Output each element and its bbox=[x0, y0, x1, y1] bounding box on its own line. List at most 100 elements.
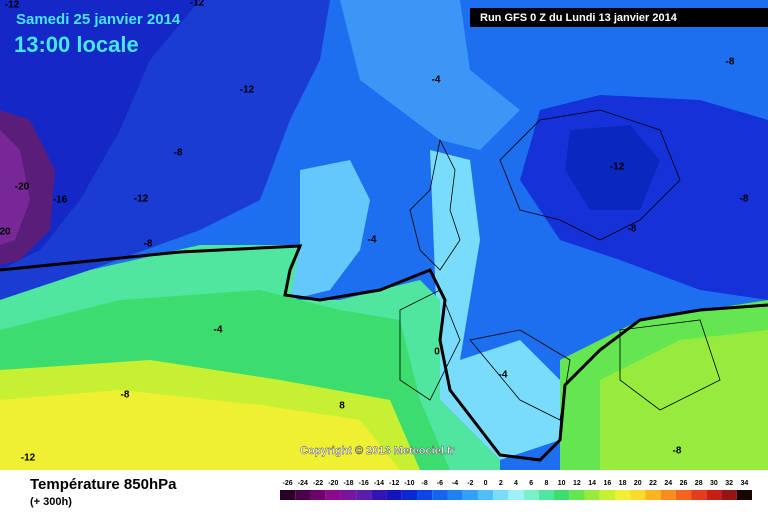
legend-label: -14 bbox=[374, 480, 384, 487]
contour-label: -8 bbox=[144, 239, 153, 250]
legend-swatch bbox=[569, 490, 585, 500]
contour-label: -8 bbox=[673, 446, 682, 457]
legend-swatch bbox=[462, 490, 478, 500]
legend-swatch bbox=[721, 490, 737, 500]
legend-label: -10 bbox=[404, 480, 414, 487]
footer-title: Température 850hPa bbox=[30, 476, 177, 493]
contour-label: -16 bbox=[53, 195, 68, 206]
copyright: Copyright © 2013 Meteociel.fr bbox=[300, 445, 456, 457]
mild-zone bbox=[430, 150, 560, 460]
legend-label: 34 bbox=[740, 480, 748, 487]
legend-swatch bbox=[706, 490, 722, 500]
legend-swatch bbox=[340, 490, 357, 500]
legend-swatch bbox=[645, 490, 661, 500]
hot-zone bbox=[0, 390, 400, 470]
legend-swatch bbox=[447, 490, 463, 500]
legend-label: 24 bbox=[664, 480, 672, 487]
date: Samedi 25 janvier 2014 bbox=[16, 11, 181, 28]
legend-label: 22 bbox=[649, 480, 657, 487]
contour-label: 20 bbox=[0, 227, 11, 238]
legend-swatch bbox=[508, 490, 524, 500]
legend-label: 16 bbox=[603, 480, 611, 487]
legend-swatch bbox=[614, 490, 631, 500]
legend-swatch bbox=[599, 490, 615, 500]
legend-label: 8 bbox=[544, 480, 548, 487]
legend-swatch bbox=[584, 490, 600, 500]
contour-label: -4 bbox=[214, 325, 223, 336]
contour-label: -12 bbox=[610, 162, 625, 173]
legend-label: 26 bbox=[680, 480, 688, 487]
contour-label: -12 bbox=[134, 194, 149, 205]
legend-swatch bbox=[295, 490, 311, 500]
zero-isotherm bbox=[0, 244, 768, 462]
contour-label: 0 bbox=[434, 347, 440, 358]
legend-swatch bbox=[523, 490, 539, 500]
legend-label: 2 bbox=[499, 480, 503, 487]
legend-label: -18 bbox=[343, 480, 353, 487]
contour-label: -12 bbox=[5, 0, 20, 11]
legend-label: -20 bbox=[328, 480, 338, 487]
legend-swatch bbox=[660, 490, 676, 500]
legend-label: 10 bbox=[558, 480, 566, 487]
legend-swatch bbox=[554, 490, 570, 500]
contour-label: -4 bbox=[432, 75, 441, 86]
contour-label: -20 bbox=[15, 182, 30, 193]
legend-swatch bbox=[493, 490, 509, 500]
contour-label: -12 bbox=[21, 453, 36, 464]
contour-label: -8 bbox=[121, 390, 130, 401]
legend-label: -6 bbox=[437, 480, 443, 487]
mild-zone bbox=[340, 0, 520, 150]
legend-label: -8 bbox=[422, 480, 428, 487]
legend-label: -4 bbox=[452, 480, 458, 487]
contour-label: -8 bbox=[740, 194, 749, 205]
legend-swatch bbox=[477, 490, 494, 500]
legend-swatch bbox=[630, 490, 646, 500]
contour-label: -8 bbox=[628, 224, 637, 235]
legend-label: 14 bbox=[588, 480, 596, 487]
legend-label: -12 bbox=[389, 480, 399, 487]
footer-subtitle: (+ 300h) bbox=[30, 496, 72, 508]
legend-label: 18 bbox=[619, 480, 627, 487]
run-box bbox=[470, 8, 768, 27]
legend-swatch bbox=[432, 490, 448, 500]
legend-label: 30 bbox=[710, 480, 718, 487]
very-cold-zone bbox=[0, 130, 30, 245]
legend-swatch bbox=[325, 490, 341, 500]
legend-swatch bbox=[401, 490, 418, 500]
legend-swatch bbox=[538, 490, 555, 500]
contour-label: -8 bbox=[726, 57, 735, 68]
legend-swatch bbox=[280, 490, 296, 500]
legend-swatch bbox=[310, 490, 326, 500]
contour-label: -12 bbox=[240, 85, 255, 96]
mild-zone bbox=[280, 160, 370, 300]
legend-label: -22 bbox=[313, 480, 323, 487]
coastline bbox=[399, 109, 721, 421]
legend: -26 -24 -22 -20 -18 -16 -14 -12 -10 -8 -6 -4 -2 0 2 4 6 8… bbox=[280, 480, 752, 500]
local-time: 13:00 locale bbox=[14, 32, 139, 57]
legend-label: -24 bbox=[298, 480, 308, 487]
legend-swatch bbox=[356, 490, 372, 500]
contour-label: 8 bbox=[339, 401, 345, 412]
cold-zone bbox=[565, 125, 660, 210]
contour-label: -4 bbox=[499, 370, 508, 381]
contour-label: -8 bbox=[174, 148, 183, 159]
legend-label: 28 bbox=[695, 480, 703, 487]
legend-label: 0 bbox=[484, 480, 488, 487]
legend-swatch bbox=[736, 490, 752, 500]
legend-swatch bbox=[675, 490, 692, 500]
legend-swatch bbox=[691, 490, 707, 500]
contour-label: -4 bbox=[368, 235, 377, 246]
legend-swatch bbox=[386, 490, 402, 500]
legend-swatch bbox=[417, 490, 433, 500]
legend-label: 32 bbox=[725, 480, 733, 487]
legend-label: 4 bbox=[514, 480, 518, 487]
legend-label: 6 bbox=[529, 480, 533, 487]
legend-label: -2 bbox=[467, 480, 473, 487]
legend-label: -16 bbox=[359, 480, 369, 487]
contour-label: -12 bbox=[190, 0, 205, 9]
warm-zone bbox=[600, 330, 768, 470]
legend-label: 12 bbox=[573, 480, 581, 487]
legend-label: 20 bbox=[634, 480, 642, 487]
